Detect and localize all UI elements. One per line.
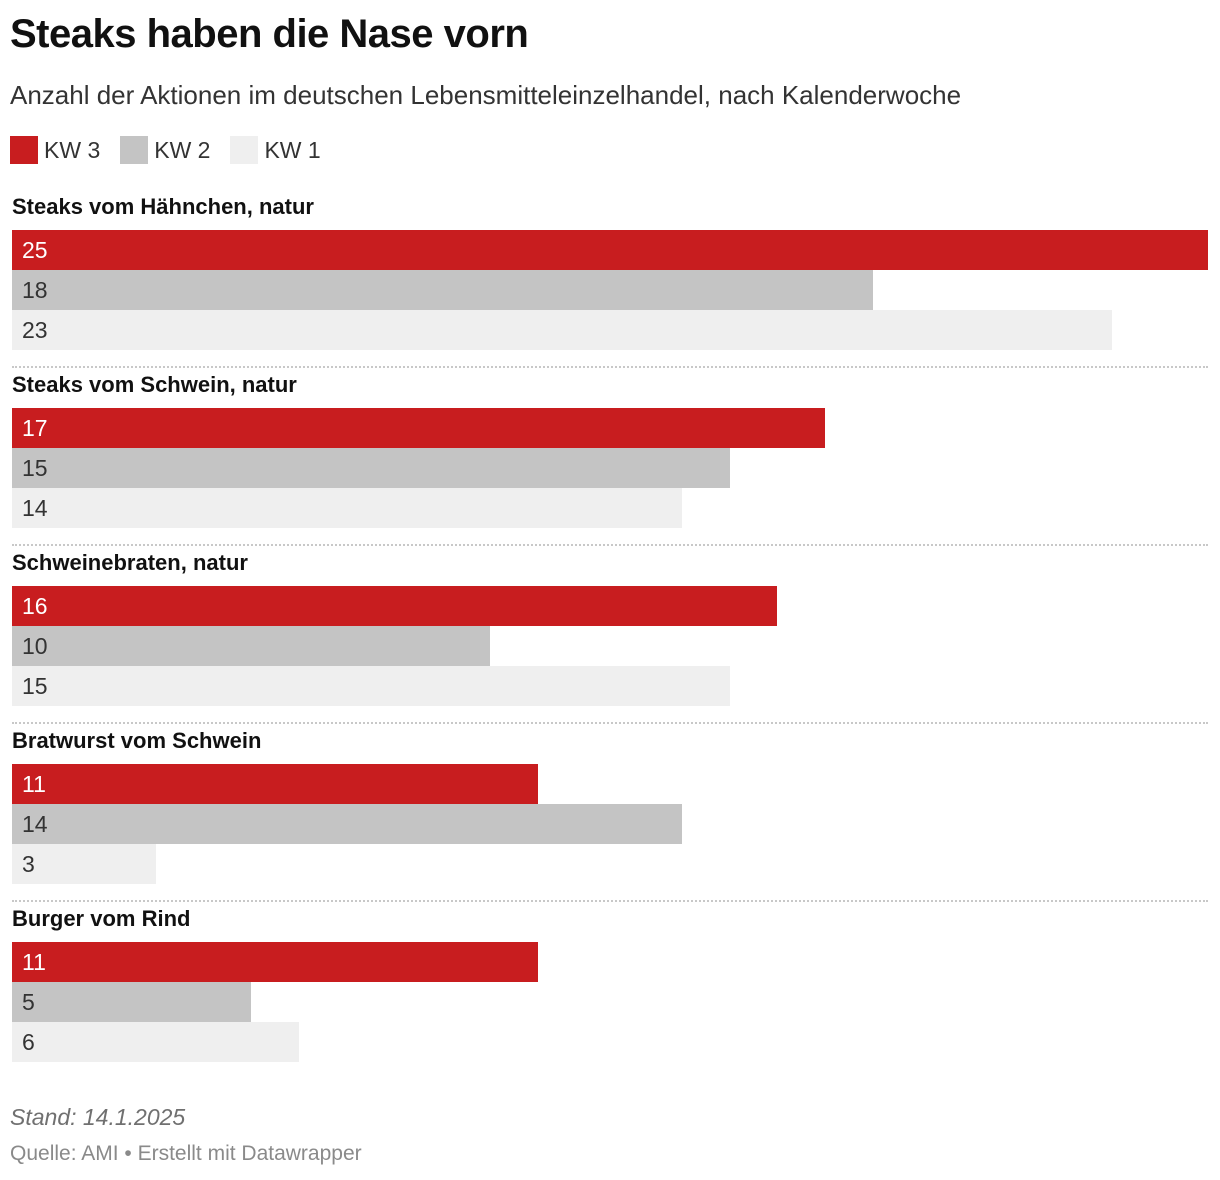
bar-stack: 11 5 6 xyxy=(12,942,1208,1062)
bar: 3 xyxy=(12,844,156,884)
legend-swatch-kw3 xyxy=(10,136,38,164)
bar-value-label: 10 xyxy=(22,633,48,659)
bar-value-label: 5 xyxy=(22,989,35,1015)
legend-label-kw2: KW 2 xyxy=(154,136,211,163)
bar-value-label: 25 xyxy=(22,237,48,263)
bar-value-label: 15 xyxy=(22,455,48,481)
bar-value-label: 15 xyxy=(22,673,48,699)
bar-group: Steaks vom Hähnchen, natur 25 18 23 xyxy=(12,190,1208,368)
bar: 23 xyxy=(12,310,1112,350)
bar-group: Schweinebraten, natur 16 10 15 xyxy=(12,546,1208,724)
bar-stack: 16 10 15 xyxy=(12,586,1208,706)
bar: 15 xyxy=(12,448,730,488)
bar-group: Burger vom Rind 11 5 6 xyxy=(12,902,1208,1080)
bar-value-label: 11 xyxy=(22,771,46,797)
bar-value-label: 16 xyxy=(22,593,48,619)
bar: 6 xyxy=(12,1022,299,1062)
bar-value-label: 23 xyxy=(22,317,48,343)
source-note: Quelle: AMI • Erstellt mit Datawrapper xyxy=(10,1142,362,1165)
bar-group: Steaks vom Schwein, natur 17 15 14 xyxy=(12,368,1208,546)
bar-value-label: 14 xyxy=(22,495,48,521)
group-divider xyxy=(12,722,1208,724)
bar: 25 xyxy=(12,230,1208,270)
legend-item-kw1: KW 1 xyxy=(230,136,321,164)
category-label: Steaks vom Schwein, natur xyxy=(12,372,297,397)
bar: 14 xyxy=(12,488,682,528)
bar: 11 xyxy=(12,764,538,804)
bar-value-label: 6 xyxy=(22,1029,35,1055)
category-label: Bratwurst vom Schwein xyxy=(12,728,262,753)
legend-label-kw1: KW 1 xyxy=(264,136,321,163)
chart-title: Steaks haben die Nase vorn xyxy=(10,12,529,56)
bar-stack: 11 14 3 xyxy=(12,764,1208,884)
legend-item-kw3: KW 3 xyxy=(10,136,100,164)
bar: 17 xyxy=(12,408,825,448)
bar-group: Bratwurst vom Schwein 11 14 3 xyxy=(12,724,1208,902)
bar: 5 xyxy=(12,982,251,1022)
group-divider xyxy=(12,544,1208,546)
legend-label-kw3: KW 3 xyxy=(44,136,101,163)
bar: 16 xyxy=(12,586,777,626)
stand-date: Stand: 14.1.2025 xyxy=(10,1104,186,1130)
bar-value-label: 18 xyxy=(22,277,48,303)
category-label: Schweinebraten, natur xyxy=(12,550,248,575)
legend-swatch-kw2 xyxy=(120,136,149,164)
bar-groups: Steaks vom Hähnchen, natur 25 18 23 Steaks v… xyxy=(12,190,1208,1080)
bar: 14 xyxy=(12,804,682,844)
bar-value-label: 17 xyxy=(22,415,48,441)
bar-stack: 17 15 14 xyxy=(12,408,1208,528)
bar: 10 xyxy=(12,626,490,666)
legend-swatch-kw1 xyxy=(230,136,259,164)
bar-value-label: 3 xyxy=(22,851,35,877)
category-label: Steaks vom Hähnchen, natur xyxy=(12,194,314,219)
legend-item-kw2: KW 2 xyxy=(120,136,210,164)
bar-value-label: 11 xyxy=(22,949,46,975)
bar: 11 xyxy=(12,942,538,982)
legend: KW 3 KW 2 KW 1 xyxy=(10,136,341,164)
bar: 15 xyxy=(12,666,730,706)
group-divider xyxy=(12,366,1208,368)
bar: 18 xyxy=(12,270,873,310)
bar-stack: 25 18 23 xyxy=(12,230,1208,350)
chart-subtitle: Anzahl der Aktionen im deutschen Lebensm… xyxy=(10,80,962,110)
category-label: Burger vom Rind xyxy=(12,906,191,931)
group-divider xyxy=(12,900,1208,902)
bar-value-label: 14 xyxy=(22,811,48,837)
